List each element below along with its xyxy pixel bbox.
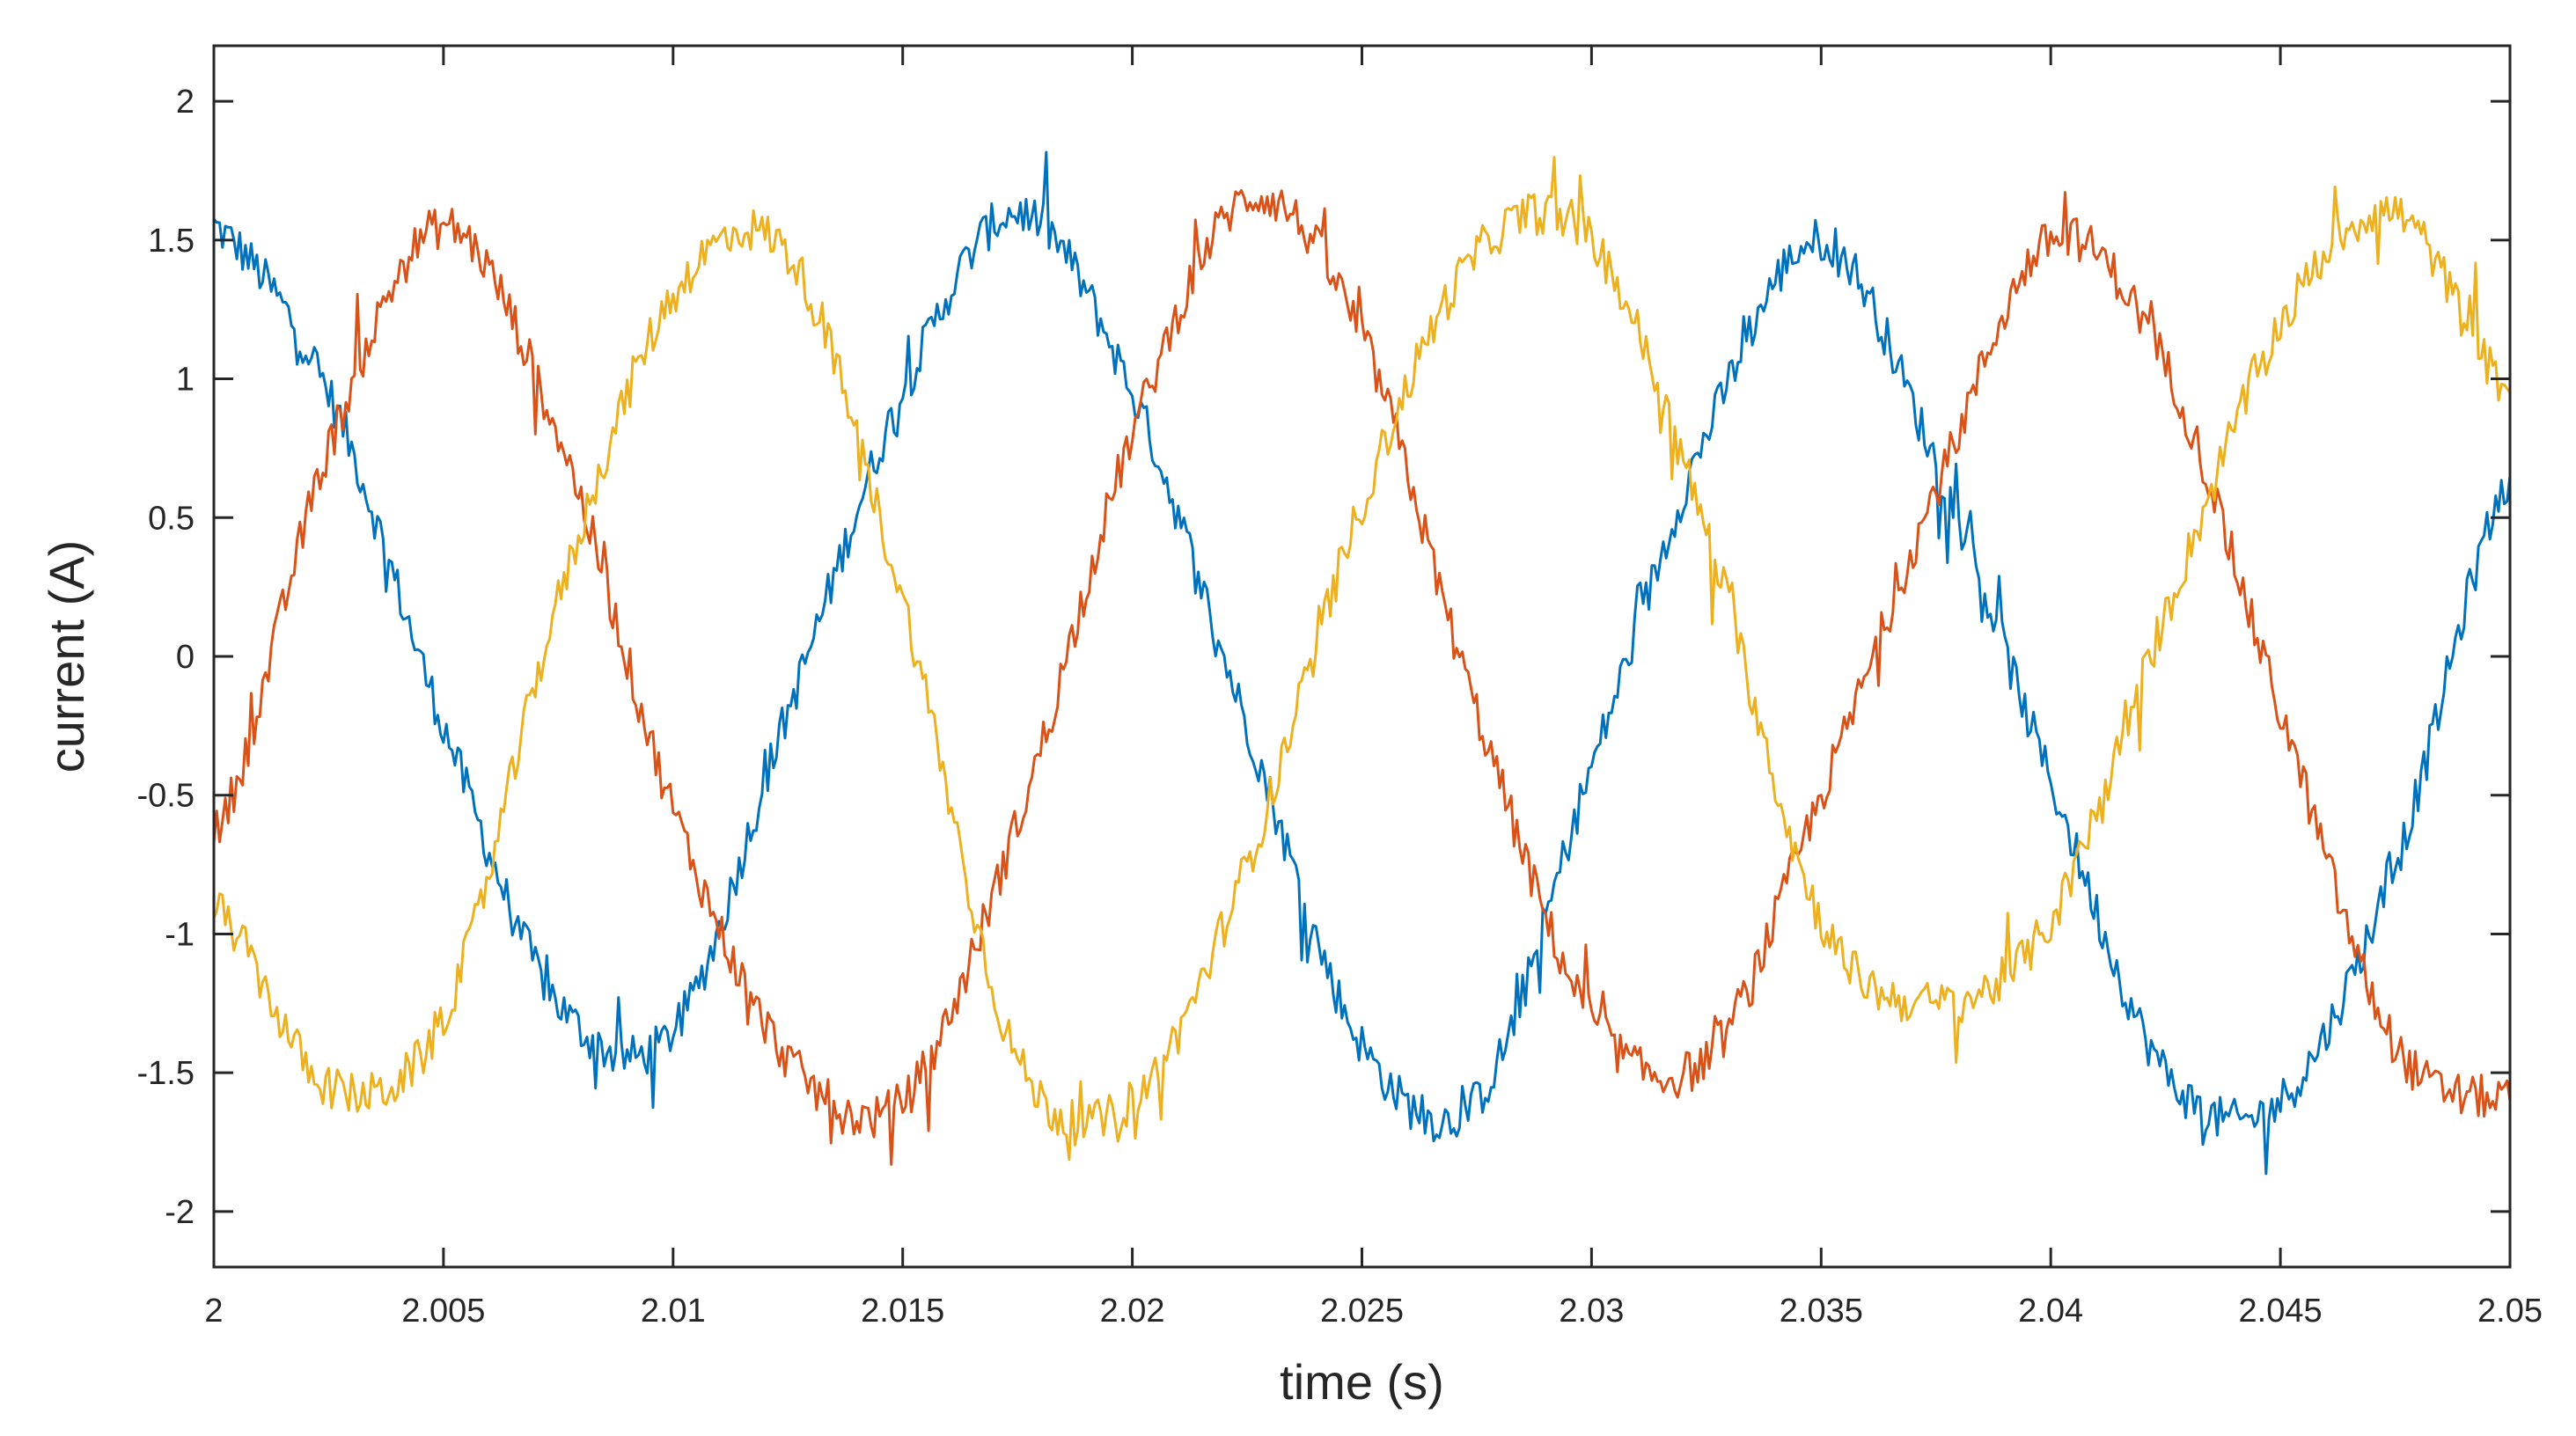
y-tick-label: 2 — [176, 84, 194, 121]
x-tick-label: 2.015 — [861, 1293, 944, 1330]
y-tick-label: -1 — [165, 916, 194, 953]
series-layer — [212, 150, 2512, 1176]
x-tick-label: 2.005 — [401, 1293, 485, 1330]
y-tick-label: -1.5 — [137, 1055, 194, 1092]
y-tick-label: 0 — [176, 639, 194, 676]
series-line-3 — [212, 156, 2512, 1161]
series-line-1 — [212, 150, 2512, 1176]
y-tick-label: 1.5 — [148, 223, 194, 260]
x-tick-label: 2.02 — [1100, 1293, 1165, 1330]
x-tick-label: 2.035 — [1780, 1293, 1863, 1330]
x-tick-label: 2.03 — [1559, 1293, 1624, 1330]
y-tick-label: -2 — [165, 1194, 194, 1231]
x-tick-label: 2.04 — [2018, 1293, 2083, 1330]
x-tick-label: 2.01 — [641, 1293, 706, 1330]
x-tick-label: 2.05 — [2477, 1293, 2543, 1330]
y-tick-label: 0.5 — [148, 500, 194, 537]
x-tick-label: 2 — [204, 1293, 223, 1330]
y-tick-label: 1 — [176, 362, 194, 399]
y-axis: 2 1.5 1 0.5 0 -0.5 -1 -1.5 -2 — [137, 84, 2510, 1231]
y-tick-label: -0.5 — [137, 778, 194, 815]
x-axis-label: time (s) — [1280, 1354, 1444, 1410]
x-tick-label: 2.045 — [2239, 1293, 2323, 1330]
series-line-2 — [212, 188, 2512, 1166]
y-axis-label: current (A) — [39, 540, 94, 773]
x-tick-label: 2.025 — [1320, 1293, 1404, 1330]
x-axis: 2 2.005 2.01 2.015 2.02 2.025 2.03 2.035 2.04 2.0… — [204, 46, 2543, 1330]
